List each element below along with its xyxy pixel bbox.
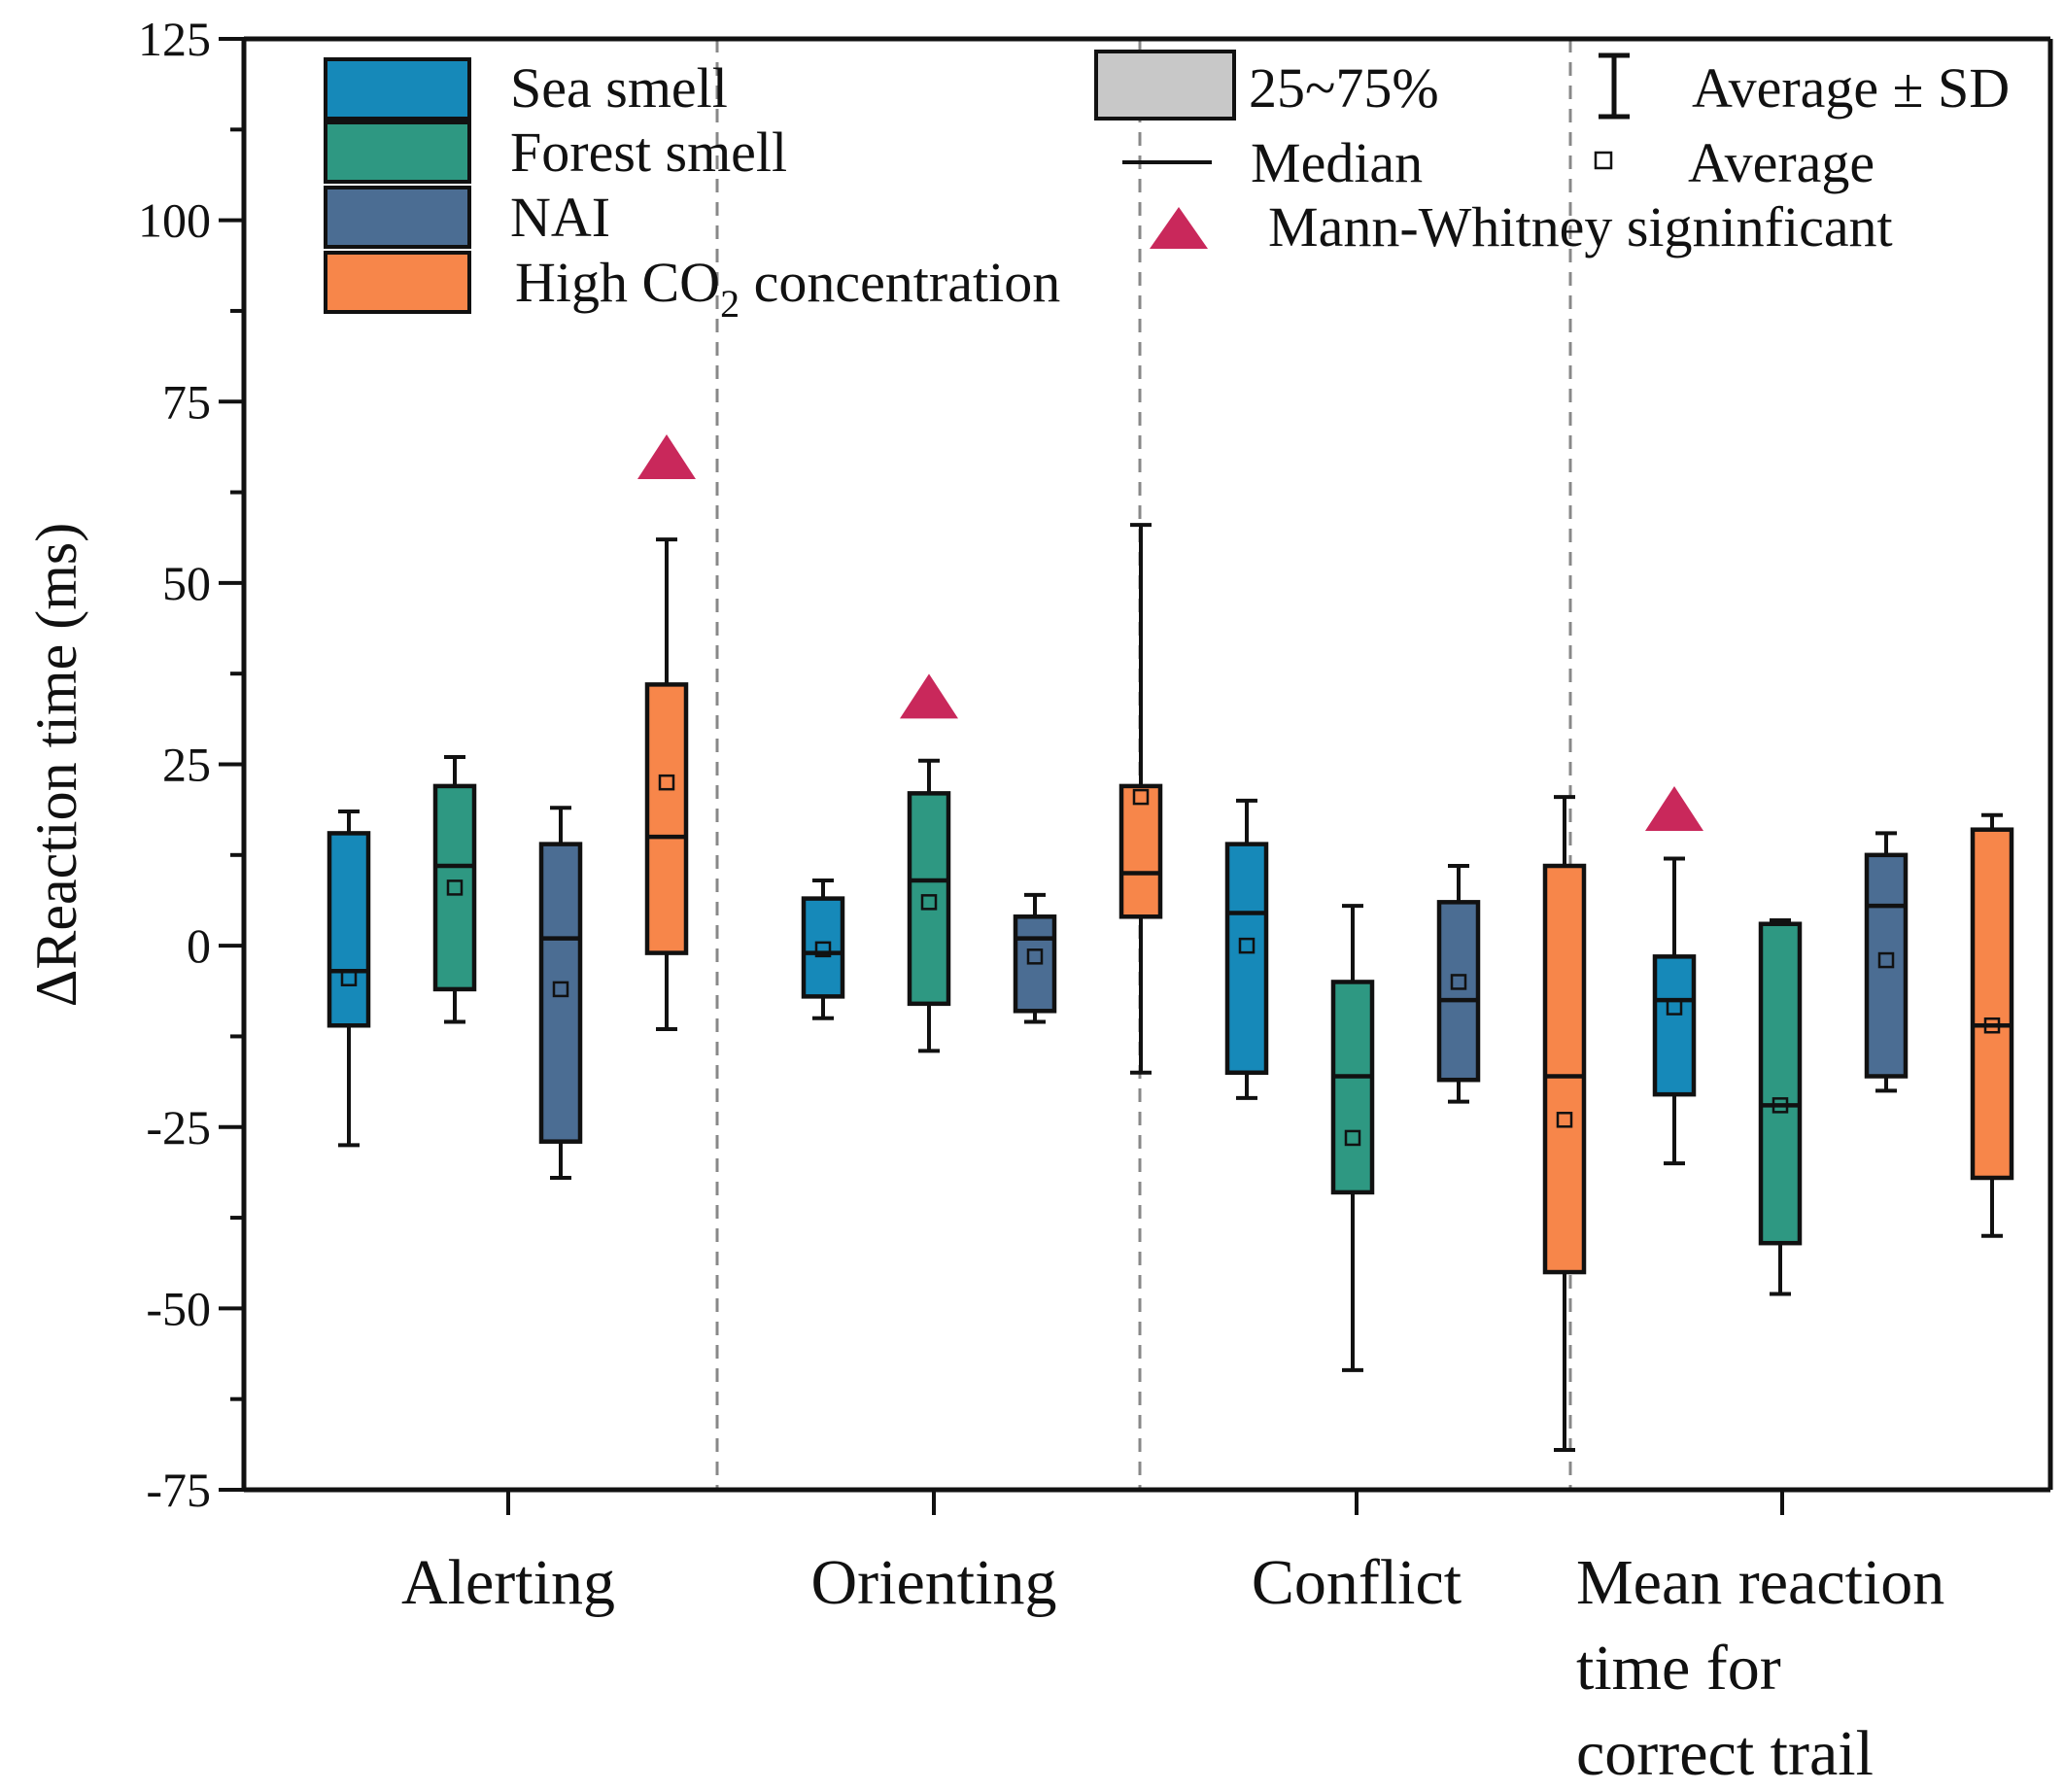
iqr-box xyxy=(644,682,689,955)
mean-marker xyxy=(340,970,358,986)
significance-triangle xyxy=(1645,786,1703,832)
iqr-box xyxy=(538,842,583,1144)
iqr-box xyxy=(432,783,477,992)
legend-sd-label: Average ± SD xyxy=(1692,56,2010,120)
iqr-box xyxy=(801,896,845,999)
box-marks xyxy=(327,433,2014,1452)
box-co2-0 xyxy=(644,537,689,1031)
box-forest-1 xyxy=(907,758,951,1053)
iqr-box xyxy=(1436,900,1481,1083)
legend-label-nai: NAI xyxy=(510,186,610,249)
box-forest-3 xyxy=(1758,917,1803,1296)
mean-marker xyxy=(1666,999,1683,1016)
legend-sd-icon xyxy=(1599,52,1630,120)
box-co2-1 xyxy=(1118,523,1163,1075)
iqr-box xyxy=(1118,783,1163,919)
box-forest-2 xyxy=(1330,904,1375,1372)
legend-average-icon xyxy=(1594,151,1613,170)
x-category-label: Orienting xyxy=(811,1547,1057,1618)
iqr-box xyxy=(1542,863,1587,1275)
legend-swatch-sea-smell xyxy=(324,57,471,121)
legend-median-label: Median xyxy=(1251,131,1423,194)
box-co2-3 xyxy=(1970,812,2014,1238)
legend-significant-label: Mann-Whitney signinficant xyxy=(1268,195,1893,258)
legend-average-label: Average xyxy=(1688,131,1875,194)
y-tick-label: -75 xyxy=(146,1463,211,1517)
significance-triangle xyxy=(900,673,958,719)
box-nai-0 xyxy=(538,806,583,1181)
box-sea-1 xyxy=(801,878,845,1020)
box-sea-2 xyxy=(1224,798,1269,1100)
box-nai-3 xyxy=(1864,831,1909,1093)
legend-label-forest-smell: Forest smell xyxy=(510,121,787,184)
legend-series: Sea smell Forest smell NAI High CO2 conc… xyxy=(324,56,1060,326)
mean-marker xyxy=(1556,1112,1573,1128)
iqr-box xyxy=(1970,827,2014,1181)
legend-swatch-nai xyxy=(324,186,471,249)
iqr-box xyxy=(1224,842,1269,1076)
mean-marker xyxy=(1238,937,1256,954)
y-tick-label: 125 xyxy=(138,12,211,66)
iqr-box xyxy=(1330,980,1375,1195)
mean-marker xyxy=(1132,788,1150,806)
legend-iqr-swatch xyxy=(1094,50,1236,121)
x-category-label: time for xyxy=(1576,1633,1781,1704)
iqr-box xyxy=(907,791,951,1007)
legend-symbols: 25~75% Median Mann-Whitney signinficant … xyxy=(1094,50,2010,258)
mean-marker xyxy=(814,941,832,958)
y-tick-label: -25 xyxy=(146,1100,211,1154)
y-tick-label: 50 xyxy=(162,556,211,610)
y-tick-label: 100 xyxy=(138,193,211,248)
legend-swatch-high-co2 xyxy=(324,251,471,314)
x-category-label: correct trail xyxy=(1576,1718,1874,1789)
legend-significant-triangle xyxy=(1150,207,1208,249)
box-forest-0 xyxy=(432,755,477,1024)
iqr-box xyxy=(327,831,371,1028)
mean-marker xyxy=(1772,1097,1789,1114)
x-category-label: Mean reaction xyxy=(1576,1547,1944,1618)
legend-label-sea-smell: Sea smell xyxy=(510,56,728,120)
significance-triangle xyxy=(637,433,696,479)
box-nai-2 xyxy=(1436,864,1481,1104)
iqr-box xyxy=(1864,852,1909,1079)
mean-marker xyxy=(1344,1129,1361,1147)
box-nai-1 xyxy=(1013,892,1057,1024)
y-tick-label: -50 xyxy=(146,1281,211,1335)
x-axis-categories: Alerting Orienting Conflict Mean reaction ti… xyxy=(401,1490,1944,1789)
mean-marker xyxy=(1026,948,1044,965)
mean-marker xyxy=(1450,974,1467,990)
iqr-box xyxy=(1758,921,1803,1246)
y-axis-ticks: -75 -50 -25 0 25 50 75 100 125 xyxy=(138,12,244,1517)
y-tick-label: 25 xyxy=(162,738,211,792)
box-sea-0 xyxy=(327,810,371,1148)
mean-marker xyxy=(658,774,675,791)
box-sea-3 xyxy=(1652,856,1697,1166)
legend-label-high-co2: High CO2 concentration xyxy=(515,251,1060,326)
box-co2-2 xyxy=(1542,795,1587,1452)
x-category-label: Conflict xyxy=(1252,1547,1462,1618)
legend-iqr-label: 25~75% xyxy=(1249,56,1439,120)
mean-marker xyxy=(1983,1017,2001,1034)
legend-swatch-forest-smell xyxy=(324,121,471,184)
mean-marker xyxy=(552,981,569,998)
y-tick-label: 0 xyxy=(187,918,211,973)
mean-marker xyxy=(446,879,464,896)
mean-marker xyxy=(1877,951,1895,969)
mean-marker xyxy=(920,894,938,911)
x-category-label: Alerting xyxy=(401,1547,615,1618)
iqr-box xyxy=(1652,954,1697,1097)
y-tick-label: 75 xyxy=(162,374,211,429)
y-axis-label: ΔReaction time (ms) xyxy=(24,523,88,1007)
